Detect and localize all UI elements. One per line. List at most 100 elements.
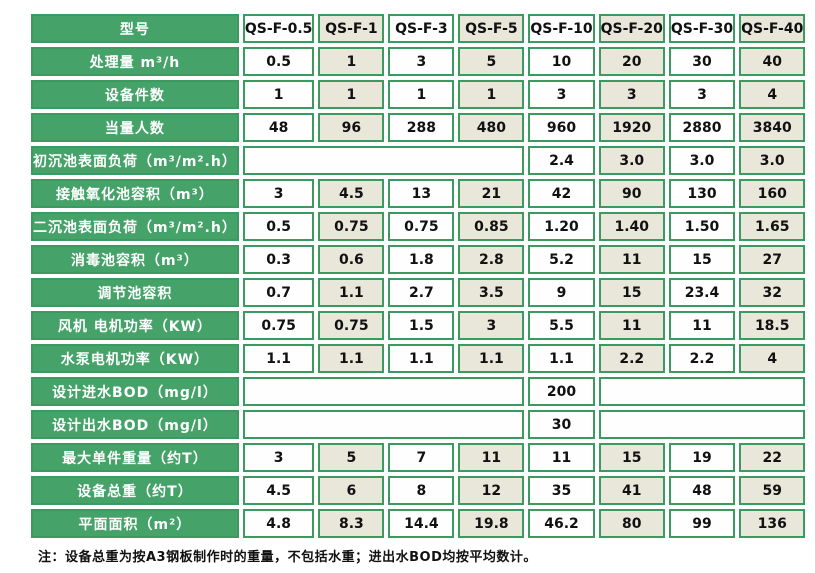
value-cell: 46.2: [528, 509, 595, 538]
table-row: 平面面积（m²） 4.8 8.3 14.4 19.8 46.2 80 99 136: [31, 509, 806, 538]
value-cell: 1.1: [242, 344, 315, 373]
table-row: 二沉池表面负荷（m³/m².h） 0.5 0.75 0.75 0.85 1.20 1.40 1…: [31, 212, 806, 241]
value-cell: 0.3: [242, 245, 315, 274]
value-cell: 2.2: [668, 344, 736, 373]
value-cell: 1.5: [388, 311, 455, 340]
value-cell: 3: [242, 179, 315, 208]
value-cell: 4.8: [242, 509, 315, 538]
value-cell: 2.7: [388, 278, 455, 307]
spec-table: 型号 QS-F-0.5 QS-F-1 QS-F-3 QS-F-5 QS-F-10 QS-F-…: [27, 10, 809, 542]
row-label: 设计进水BOD（mg/l）: [31, 377, 239, 406]
value-cell: 1.20: [528, 212, 595, 241]
row-label: 初沉池表面负荷（m³/m².h）: [31, 146, 239, 175]
value-cell: 3.0: [739, 146, 806, 175]
empty-cell: [598, 410, 806, 439]
value-cell: 4.5: [242, 476, 315, 505]
value-cell: 35: [528, 476, 595, 505]
value-cell: 42: [528, 179, 595, 208]
value-cell: 11: [458, 443, 525, 472]
value-cell: 3.5: [458, 278, 525, 307]
table-row: 设备总重（约T） 4.5 6 8 12 35 41 48 59: [31, 476, 806, 505]
value-cell: 14.4: [388, 509, 455, 538]
value-cell: 2.8: [458, 245, 525, 274]
model-header: QS-F-10: [528, 14, 595, 43]
value-cell: 3: [528, 80, 595, 109]
value-cell: 0.6: [318, 245, 385, 274]
value-cell: 1.1: [318, 344, 385, 373]
table-row: 当量人数 48 96 288 480 960 1920 2880 3840: [31, 113, 806, 142]
value-cell: 2.2: [598, 344, 665, 373]
value-cell: 3: [668, 80, 736, 109]
row-label: 消毒池容积（m³）: [31, 245, 239, 274]
value-cell: 288: [388, 113, 455, 142]
value-cell: 23.4: [668, 278, 736, 307]
table-row: 处理量 m³/h 0.5 1 3 5 10 20 30 40: [31, 47, 806, 76]
value-cell: 1.8: [388, 245, 455, 274]
model-header: QS-F-1: [318, 14, 385, 43]
table-row: 设计出水BOD（mg/l） 30: [31, 410, 806, 439]
model-header: QS-F-3: [388, 14, 455, 43]
row-label: 最大单件重量（约T）: [31, 443, 239, 472]
model-header: QS-F-0.5: [242, 14, 315, 43]
model-row-label: 型号: [31, 14, 239, 43]
value-cell: 41: [598, 476, 665, 505]
value-cell: 21: [458, 179, 525, 208]
value-cell: 99: [668, 509, 736, 538]
value-cell: 48: [242, 113, 315, 142]
row-label: 平面面积（m²）: [31, 509, 239, 538]
value-cell: 8: [388, 476, 455, 505]
value-cell: 1: [388, 80, 455, 109]
value-cell: 30: [528, 410, 595, 439]
value-cell: 48: [668, 476, 736, 505]
value-cell: 3.0: [668, 146, 736, 175]
value-cell: 96: [318, 113, 385, 142]
table-row: 水泵电机功率（KW） 1.1 1.1 1.1 1.1 1.1 2.2 2.2 4: [31, 344, 806, 373]
table-row: 设备件数 1 1 1 1 3 3 3 4: [31, 80, 806, 109]
value-cell: 0.7: [242, 278, 315, 307]
value-cell: 11: [668, 311, 736, 340]
value-cell: 0.75: [318, 311, 385, 340]
row-label: 二沉池表面负荷（m³/m².h）: [31, 212, 239, 241]
table-row: 风机 电机功率（KW） 0.75 0.75 1.5 3 5.5 11 11 18.5: [31, 311, 806, 340]
table-row: 调节池容积 0.7 1.1 2.7 3.5 9 15 23.4 32: [31, 278, 806, 307]
value-cell: 0.75: [388, 212, 455, 241]
value-cell: 0.5: [242, 212, 315, 241]
table-row: 初沉池表面负荷（m³/m².h） 2.4 3.0 3.0 3.0: [31, 146, 806, 175]
value-cell: 1: [318, 47, 385, 76]
value-cell: 130: [668, 179, 736, 208]
value-cell: 15: [598, 278, 665, 307]
value-cell: 19: [668, 443, 736, 472]
value-cell: 30: [668, 47, 736, 76]
value-cell: 5.2: [528, 245, 595, 274]
value-cell: 5.5: [528, 311, 595, 340]
value-cell: 1.1: [528, 344, 595, 373]
value-cell: 960: [528, 113, 595, 142]
value-cell: 1.1: [318, 278, 385, 307]
value-cell: 1: [242, 80, 315, 109]
value-cell: 90: [598, 179, 665, 208]
value-cell: 8.3: [318, 509, 385, 538]
value-cell: 12: [458, 476, 525, 505]
value-cell: 11: [528, 443, 595, 472]
table-header: 型号 QS-F-0.5 QS-F-1 QS-F-3 QS-F-5 QS-F-10 QS-F-…: [31, 14, 806, 43]
value-cell: 40: [739, 47, 806, 76]
value-cell: 160: [739, 179, 806, 208]
value-cell: 15: [668, 245, 736, 274]
value-cell: 1: [458, 80, 525, 109]
empty-cell: [242, 410, 525, 439]
value-cell: 22: [739, 443, 806, 472]
row-label: 处理量 m³/h: [31, 47, 239, 76]
header-row: 型号 QS-F-0.5 QS-F-1 QS-F-3 QS-F-5 QS-F-10 QS-F-…: [31, 14, 806, 43]
value-cell: 19.8: [458, 509, 525, 538]
value-cell: 32: [739, 278, 806, 307]
value-cell: 3840: [739, 113, 806, 142]
value-cell: 5: [458, 47, 525, 76]
value-cell: 1.1: [458, 344, 525, 373]
value-cell: 9: [528, 278, 595, 307]
value-cell: 1920: [598, 113, 665, 142]
value-cell: 4.5: [318, 179, 385, 208]
row-label: 接触氧化池容积（m³）: [31, 179, 239, 208]
value-cell: 3: [388, 47, 455, 76]
empty-cell: [598, 377, 806, 406]
